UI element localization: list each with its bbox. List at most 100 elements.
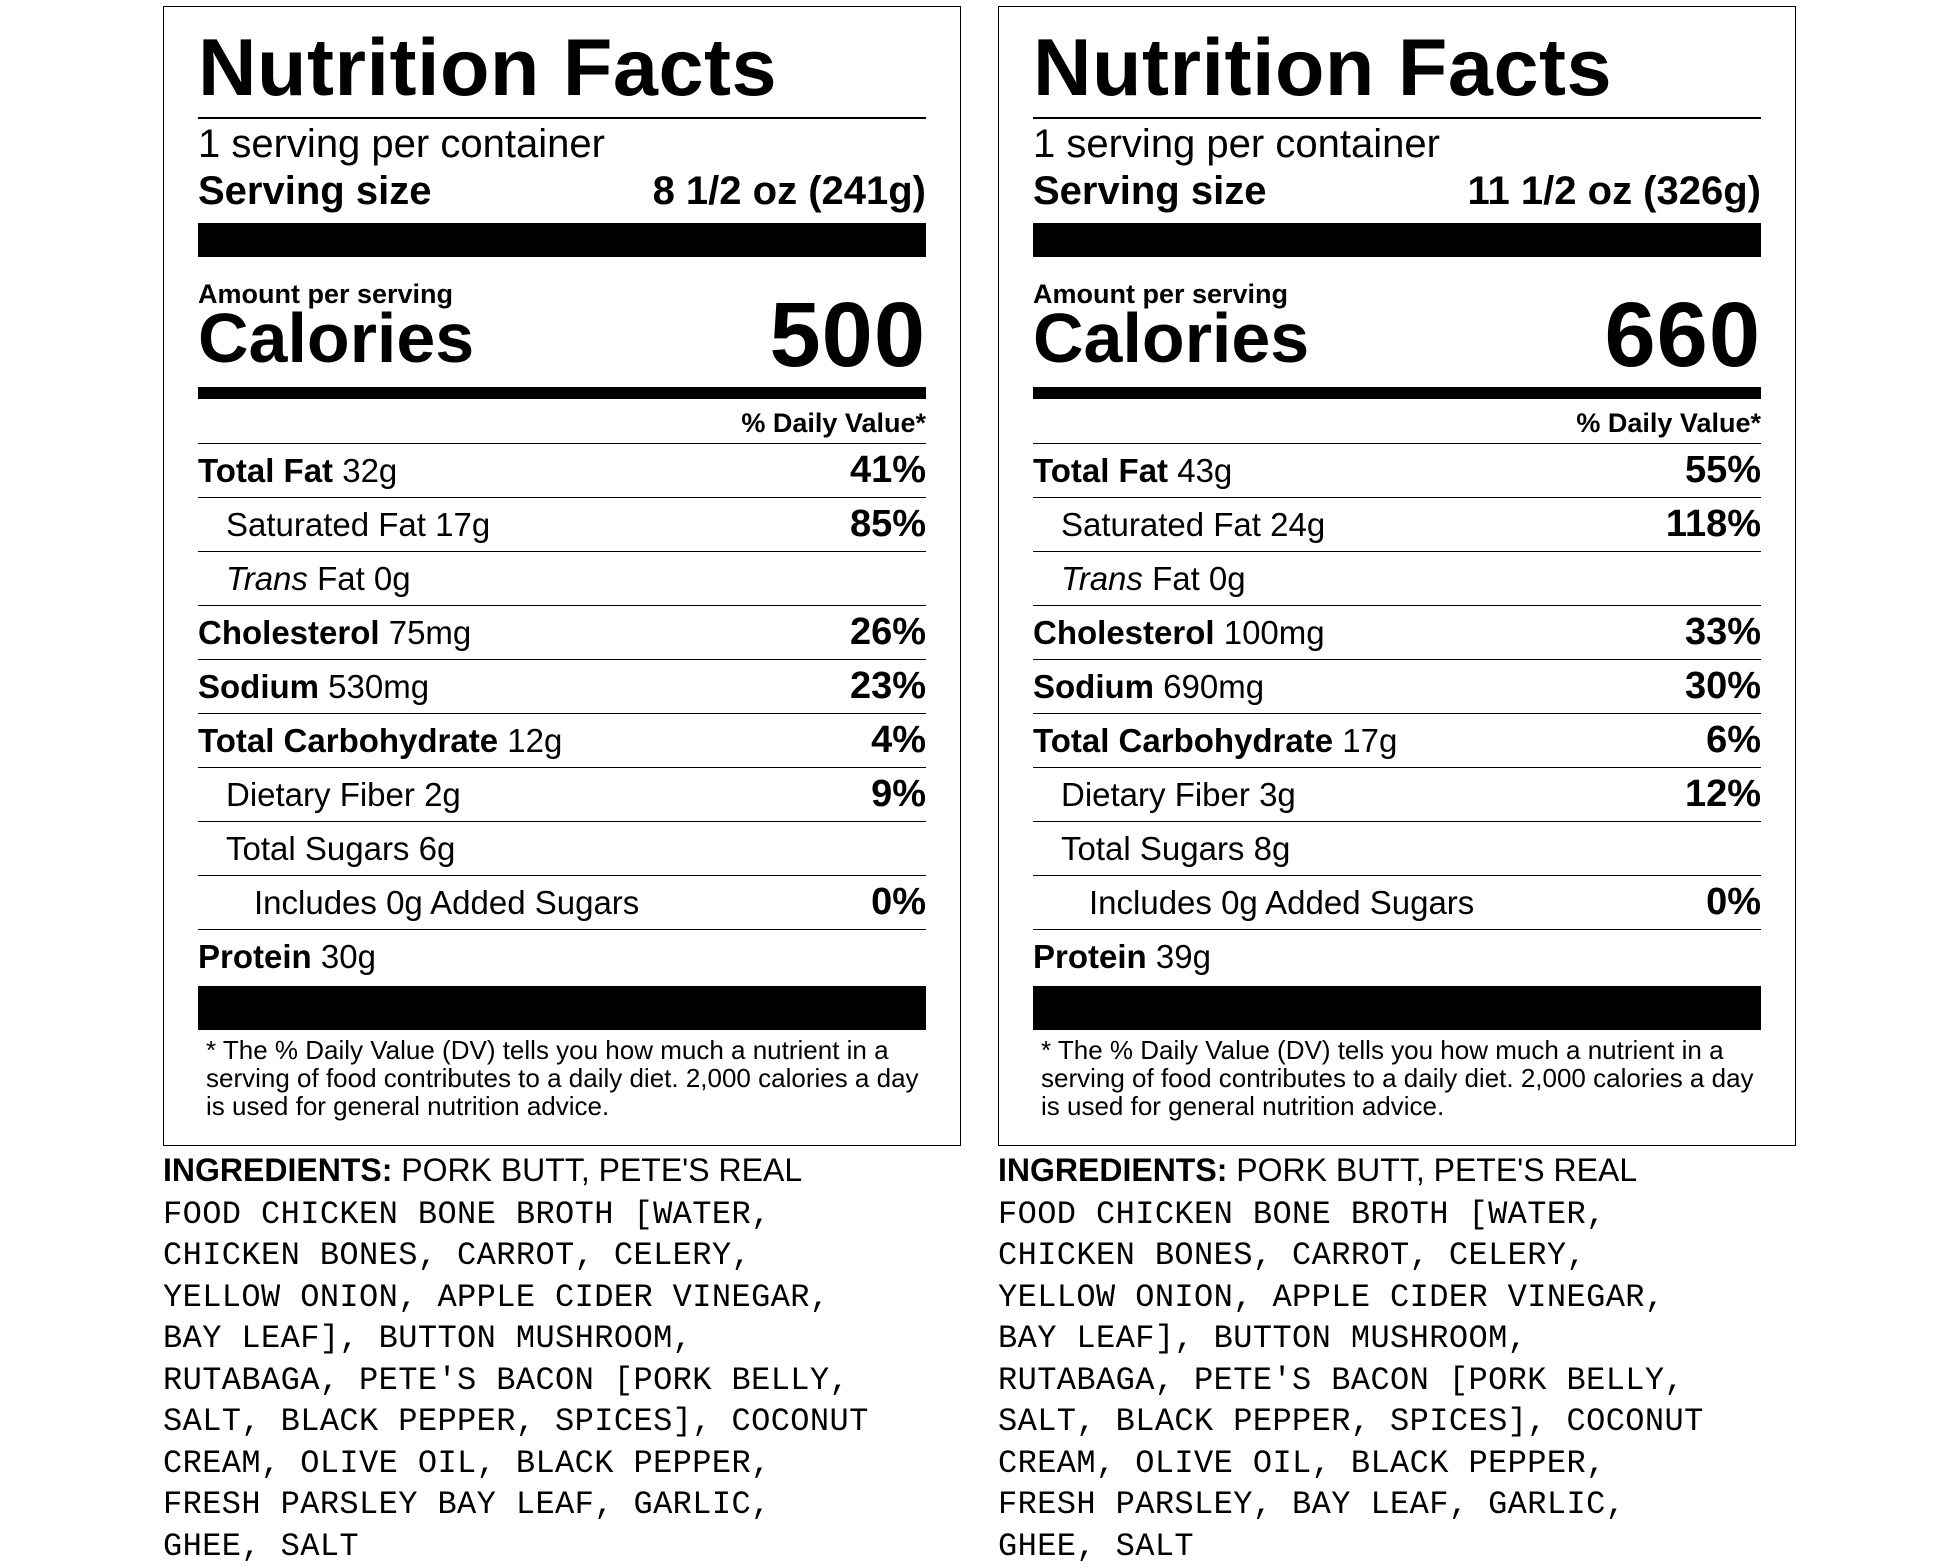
serving-size-label: Serving size: [198, 169, 432, 213]
nutrient-row-total-sugars: Total Sugars 8g: [1033, 822, 1761, 876]
nutrient-row-dietary-fiber: Dietary Fiber 3g 12%: [1033, 768, 1761, 822]
label-title: Nutrition Facts: [198, 25, 926, 119]
ingredients-label: INGREDIENTS:: [163, 1152, 393, 1188]
nutrient-name: Trans: [226, 559, 308, 597]
thick-divider: [1033, 223, 1761, 257]
nutrient-dv: 6%: [1706, 719, 1761, 761]
nutrient-dv: 0%: [1706, 881, 1761, 923]
nutrient-dv: 12%: [1684, 773, 1761, 815]
daily-value-footnote: * The % Daily Value (DV) tells you how m…: [1041, 1035, 1754, 1121]
nutrient-name: Sodium: [198, 667, 319, 705]
nutrient-row-sodium: Sodium 690mg 30%: [1033, 660, 1761, 714]
nutrient-row-saturated-fat: Saturated Fat 24g 118%: [1033, 498, 1761, 552]
calories-row: Calories 660: [1033, 289, 1761, 381]
nutrient-amount: 43g: [1177, 451, 1233, 489]
nutrient-name: Saturated Fat: [1061, 505, 1261, 543]
medium-divider: [198, 387, 926, 399]
ingredients-list: FOOD CHICKEN BONE BROTH [WATER, CHICKEN …: [998, 1195, 1704, 1565]
nutrition-facts-label: Nutrition Facts 1 serving per container …: [998, 6, 1796, 1146]
nutrient-row-protein: Protein 39g: [1033, 930, 1761, 984]
calories-row: Calories 500: [198, 289, 926, 381]
ingredients-label: INGREDIENTS:: [998, 1152, 1228, 1188]
nutrient-amount: 24g: [1270, 505, 1326, 543]
serving-size-value: 8 1/2 oz (241g): [652, 169, 926, 213]
serving-size-row: Serving size 8 1/2 oz (241g): [198, 167, 926, 215]
ingredients-list: FOOD CHICKEN BONE BROTH [WATER, CHICKEN …: [163, 1195, 869, 1565]
calories-label: Calories: [198, 299, 475, 377]
nutrient-dv: 118%: [1665, 503, 1761, 545]
nutrient-amount: 3g: [1259, 775, 1296, 813]
nutrient-amount: 30g: [320, 938, 376, 975]
ingredients-text: INGREDIENTS: PORK BUTT, PETE'S REAL FOOD…: [163, 1150, 961, 1567]
nutrient-row-total-fat: Total Fat 43g 55%: [1033, 444, 1761, 498]
nutrient-row-total-fat: Total Fat 32g 41%: [198, 444, 926, 498]
nutrient-amount: 100mg: [1223, 613, 1325, 651]
nutrient-name: Protein: [1033, 938, 1147, 975]
nutrition-panel-right: Nutrition Facts 1 serving per container …: [998, 6, 1796, 1567]
nutrient-amount: 6g: [418, 829, 456, 867]
calories-value: 660: [1604, 284, 1761, 386]
nutrient-amount: 530mg: [328, 667, 430, 705]
nutrient-amount: Fat 0g: [317, 559, 411, 597]
nutrient-row-total-carbohydrate: Total Carbohydrate 12g 4%: [198, 714, 926, 768]
nutrient-name: Saturated Fat: [226, 505, 426, 543]
nutrient-amount: 8g: [1253, 829, 1291, 867]
nutrient-amount: 75mg: [388, 613, 472, 651]
ingredients-first-line: PORK BUTT, PETE'S REAL: [1227, 1152, 1638, 1188]
nutrient-row-total-carbohydrate: Total Carbohydrate 17g 6%: [1033, 714, 1761, 768]
serving-size-label: Serving size: [1033, 169, 1267, 213]
nutrient-amount: 12g: [507, 721, 563, 759]
nutrient-row-trans-fat: Trans Fat 0g: [198, 552, 926, 606]
nutrient-name: Total Carbohydrate: [1033, 721, 1334, 759]
nutrient-row-sodium: Sodium 530mg 23%: [198, 660, 926, 714]
nutrient-row-trans-fat: Trans Fat 0g: [1033, 552, 1761, 606]
nutrient-name: Total Fat: [1033, 451, 1169, 489]
nutrition-panel-left: Nutrition Facts 1 serving per container …: [163, 6, 961, 1567]
amount-per-serving: Amount per serving: [198, 279, 454, 309]
nutrient-name: Includes 0g Added Sugars: [1089, 883, 1475, 921]
nutrient-name: Protein: [198, 938, 312, 975]
nutrient-name: Trans: [1061, 559, 1143, 597]
nutrient-amount: 17g: [1342, 721, 1398, 759]
thick-divider: [198, 223, 926, 257]
nutrient-dv: 33%: [1684, 611, 1761, 653]
nutrient-name: Includes 0g Added Sugars: [254, 883, 640, 921]
serving-size-row: Serving size 11 1/2 oz (326g): [1033, 167, 1761, 215]
nutrient-dv: 23%: [849, 665, 926, 707]
calories-value: 500: [769, 284, 926, 386]
daily-value-footnote: * The % Daily Value (DV) tells you how m…: [206, 1035, 919, 1121]
ingredients-first-line: PORK BUTT, PETE'S REAL: [392, 1152, 803, 1188]
nutrient-amount: 17g: [435, 505, 491, 543]
medium-divider: [1033, 387, 1761, 399]
nutrient-name: Total Sugars: [1061, 829, 1245, 867]
nutrient-dv: 4%: [871, 719, 926, 761]
nutrient-dv: 30%: [1684, 665, 1761, 707]
nutrient-dv: 55%: [1684, 449, 1761, 491]
nutrient-dv: 85%: [849, 503, 926, 545]
calories-label: Calories: [1033, 299, 1310, 377]
nutrient-dv: 0%: [871, 881, 926, 923]
nutrient-amount: Fat 0g: [1152, 559, 1246, 597]
nutrient-name: Dietary Fiber: [1061, 775, 1250, 813]
bottom-divider: [1033, 986, 1761, 1030]
nutrient-name: Total Fat: [198, 451, 334, 489]
label-title: Nutrition Facts: [1033, 25, 1761, 119]
nutrient-dv: 26%: [849, 611, 926, 653]
daily-value-header: % Daily Value*: [1033, 403, 1761, 444]
servings-per-container: 1 serving per container: [198, 122, 605, 166]
servings-per-container: 1 serving per container: [1033, 122, 1440, 166]
nutrient-dv: 9%: [871, 773, 926, 815]
nutrient-row-dietary-fiber: Dietary Fiber 2g 9%: [198, 768, 926, 822]
serving-size-value: 11 1/2 oz (326g): [1467, 169, 1761, 213]
amount-per-serving: Amount per serving: [1033, 279, 1289, 309]
nutrient-name: Cholesterol: [198, 613, 380, 651]
nutrient-amount: 2g: [424, 775, 461, 813]
nutrient-amount: 39g: [1155, 938, 1211, 975]
ingredients-text: INGREDIENTS: PORK BUTT, PETE'S REAL FOOD…: [998, 1150, 1796, 1567]
nutrient-name: Dietary Fiber: [226, 775, 415, 813]
nutrient-name: Sodium: [1033, 667, 1154, 705]
nutrient-name: Total Sugars: [226, 829, 410, 867]
nutrient-row-cholesterol: Cholesterol 100mg 33%: [1033, 606, 1761, 660]
nutrient-name: Cholesterol: [1033, 613, 1215, 651]
nutrient-row-added-sugars: Includes 0g Added Sugars 0%: [1033, 876, 1761, 930]
